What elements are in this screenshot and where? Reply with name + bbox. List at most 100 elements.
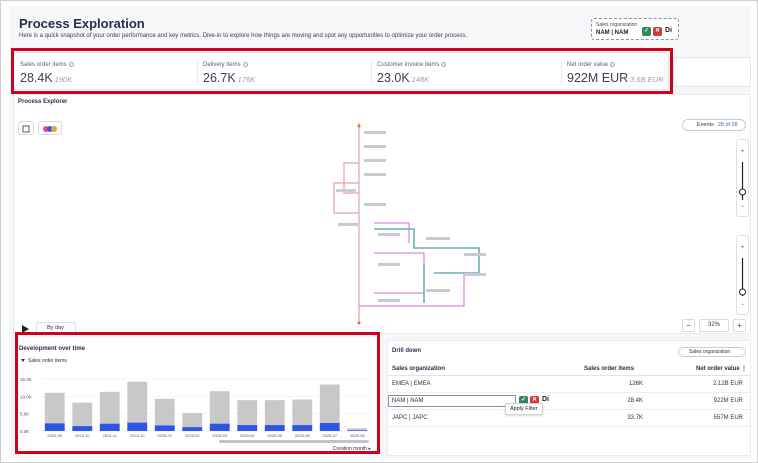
- more-options-icon[interactable]: ⋮: [741, 366, 747, 372]
- connection-slider[interactable]: + −: [736, 235, 749, 315]
- bar-highlight[interactable]: [154, 425, 175, 431]
- y-tick-label: 5.0K: [20, 412, 29, 417]
- kpi-sales-order-items[interactable]: Sales order items 28.4K 190K: [20, 53, 196, 91]
- bar-highlight[interactable]: [127, 422, 148, 431]
- y-tick-label: 10.0K: [20, 394, 32, 399]
- zoom-in-button[interactable]: +: [733, 319, 746, 332]
- bar-highlight[interactable]: [292, 425, 313, 431]
- cell-org: NAM | NAM: [392, 398, 424, 404]
- process-graph[interactable]: [314, 123, 494, 333]
- x-tick-label: 2025-03: [212, 433, 227, 438]
- kpi-label: Net order value: [567, 62, 609, 68]
- cell-value: 922M EUR: [713, 398, 743, 404]
- row-filter-input[interactable]: [388, 395, 516, 407]
- bar-total[interactable]: [182, 412, 203, 431]
- color-dots-icon: [43, 126, 57, 132]
- confirm-filter-button[interactable]: ✓: [642, 27, 651, 36]
- x-tick-label: 2025-05: [267, 433, 282, 438]
- bar-total[interactable]: [264, 400, 285, 431]
- zoom-out-button[interactable]: −: [682, 319, 695, 332]
- x-tick-label: 2025-08: [350, 433, 365, 438]
- page-title: Process Exploration: [19, 16, 145, 31]
- remove-filter-button[interactable]: ✕: [653, 27, 662, 36]
- bar-highlight[interactable]: [44, 423, 65, 431]
- kpi-delivery-items[interactable]: Delivery items 26.7K 176K: [197, 53, 371, 91]
- bar-highlight[interactable]: [182, 427, 203, 431]
- drilldown-dimension-select[interactable]: Sales organization: [678, 347, 746, 357]
- bar-highlight[interactable]: [319, 423, 340, 431]
- column-header-value[interactable]: Net order value: [696, 366, 740, 372]
- table-row[interactable]: JAPC | JAPC 33.7K 557M EUR: [388, 410, 750, 427]
- cell-value: 557M EUR: [713, 415, 743, 421]
- bar-total[interactable]: [347, 428, 368, 431]
- explorer-title: Process Explorer: [18, 99, 68, 105]
- bar-highlight[interactable]: [99, 423, 120, 431]
- kpi-customer-invoice-items[interactable]: Customer invoice items 23.0K 148K: [371, 53, 561, 91]
- zoom-level-select[interactable]: 32%: [699, 319, 729, 332]
- info-icon: [242, 62, 248, 67]
- bar-total[interactable]: [292, 399, 313, 431]
- kpi-row-extension: [673, 57, 751, 87]
- x-axis-label: Creation month ▸: [333, 446, 372, 452]
- bar-total[interactable]: [72, 402, 93, 431]
- cell-org: EMEA | EMEA: [392, 381, 431, 387]
- cell-org: JAPC | JAPC: [392, 415, 428, 421]
- kpi-label: Sales order items: [20, 62, 67, 68]
- bar-highlight[interactable]: [237, 425, 258, 431]
- filter-di-label: Di: [665, 27, 672, 34]
- y-tick-label: 15.0K: [20, 377, 32, 382]
- kpi-value: 28.4K: [20, 71, 53, 85]
- kpi-value: 922M EUR: [567, 71, 629, 85]
- column-header-org[interactable]: Sales organization: [392, 366, 446, 372]
- legend-toggle-icon[interactable]: [21, 359, 25, 362]
- x-tick-label: 2025-02: [185, 433, 200, 438]
- x-tick-label: 2025-01: [157, 433, 172, 438]
- bar-highlight[interactable]: [209, 423, 230, 431]
- kpi-net-order-value[interactable]: Net order value 922M EUR 3.6B EUR: [561, 53, 667, 91]
- table-row[interactable]: EMEA | EMEA 126K 2.12B EUR: [388, 376, 750, 393]
- bar-total[interactable]: [209, 391, 230, 431]
- playback-speed-select[interactable]: By day: [36, 322, 76, 334]
- info-icon: [441, 62, 447, 67]
- bar-highlight[interactable]: [264, 425, 285, 431]
- table-row[interactable]: NAM | NAM ✓ ✕ Di 28.4K 922M EUR: [388, 393, 750, 410]
- legend-label: Sales order items: [28, 358, 67, 364]
- kpi-total: 3.6B EUR: [630, 75, 664, 84]
- bar-total[interactable]: [154, 398, 175, 431]
- bar-total[interactable]: [319, 384, 340, 431]
- apply-filter-tooltip: Apply Filter: [505, 403, 543, 415]
- bar-total[interactable]: [127, 381, 148, 431]
- clear-filter-button[interactable]: ✕: [530, 396, 539, 405]
- kpi-value: 23.0K: [377, 71, 410, 85]
- frequency-slider[interactable]: + −: [736, 139, 749, 217]
- play-icon[interactable]: [22, 325, 29, 333]
- column-header-items[interactable]: Sales order items: [584, 366, 635, 372]
- sales-org-filter-chip[interactable]: Sales organization NAM | NAM ✓ ✕ Di: [591, 18, 679, 40]
- svg-text:+: +: [741, 245, 745, 251]
- chart-scrollbar[interactable]: [219, 440, 369, 443]
- kpi-total: 190K: [54, 75, 73, 84]
- events-button[interactable]: Events 28 of 28: [682, 119, 746, 131]
- app-window: Process Exploration Here is a quick snap…: [9, 6, 751, 458]
- apply-filter-button[interactable]: ✓: [519, 396, 528, 405]
- bar-total[interactable]: [44, 392, 65, 431]
- chart-title: Development over time: [19, 346, 86, 352]
- bar-highlight[interactable]: [347, 430, 368, 431]
- kpi-row: Sales order items 28.4K 190K Delivery ite…: [13, 52, 669, 90]
- events-label: Events: [697, 122, 714, 128]
- x-tick-label: 2025-07: [322, 433, 337, 438]
- bar-total[interactable]: [99, 391, 120, 431]
- bar-total[interactable]: [237, 400, 258, 431]
- x-tick-label: 2024-12: [130, 433, 145, 438]
- cell-value: 2.12B EUR: [712, 381, 743, 387]
- layout-toggle-button[interactable]: [18, 121, 34, 135]
- process-explorer-panel: Process Explorer: [13, 94, 751, 334]
- cell-items: 28.4K: [627, 398, 643, 404]
- development-chart: Development over time Sales order items 15…: [19, 346, 372, 452]
- kpi-label: Delivery items: [203, 62, 241, 68]
- bar-highlight[interactable]: [72, 426, 93, 431]
- kpi-total: 148K: [411, 75, 430, 84]
- variant-colors-button[interactable]: [38, 121, 62, 135]
- header-divider: [388, 375, 750, 376]
- drilldown-title: Drill down: [392, 348, 421, 354]
